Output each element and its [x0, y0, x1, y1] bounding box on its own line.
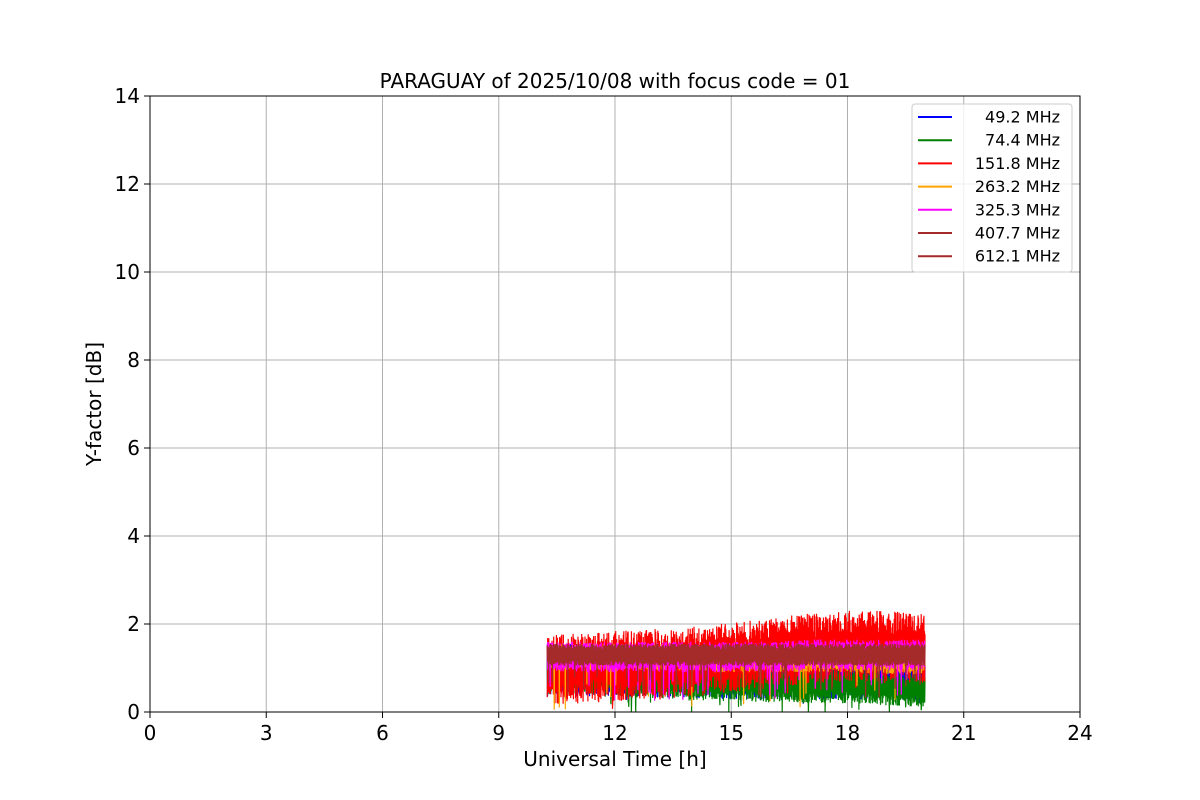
y-tick-label: 10: [115, 260, 140, 284]
x-axis-label: Universal Time [h]: [523, 747, 706, 771]
y-tick-label: 12: [115, 172, 140, 196]
y-tick-label: 2: [127, 612, 140, 636]
legend-label: 407.7 MHz: [975, 224, 1060, 243]
x-tick-label: 6: [376, 721, 389, 745]
series-lines: [546, 610, 926, 713]
y-axis-label: Y-factor [dB]: [82, 342, 106, 467]
y-tick-label: 14: [115, 84, 140, 108]
legend-box: [911, 103, 1073, 273]
legend-label: 151.8 MHz: [975, 154, 1060, 173]
legend-label: 325.3 MHz: [975, 200, 1060, 219]
series-line-612-1-mhz: [546, 643, 926, 690]
x-tick-label: 24: [1067, 721, 1092, 745]
x-tick-label: 3: [260, 721, 273, 745]
y-tick-label: 4: [127, 524, 140, 548]
x-tick-label: 12: [602, 721, 627, 745]
x-tick-label: 0: [144, 721, 157, 745]
x-tick-label: 21: [951, 721, 976, 745]
legend-label: 612.1 MHz: [975, 247, 1060, 266]
legend-label: 49.2 MHz: [975, 108, 1060, 127]
x-tick-label: 15: [719, 721, 744, 745]
y-tick-label: 0: [127, 700, 140, 724]
y-tick-label: 6: [127, 436, 140, 460]
legend: 49.2 MHz 74.4 MHz 151.8 MHz 263.2 MHz 325.3…: [911, 103, 1073, 273]
x-tick-label: 9: [492, 721, 505, 745]
legend-label: 263.2 MHz: [975, 177, 1060, 196]
chart-title: PARAGUAY of 2025/10/08 with focus code =…: [380, 69, 851, 93]
legend-label: 74.4 MHz: [975, 131, 1060, 150]
x-tick-label: 18: [835, 721, 860, 745]
y-tick-label: 8: [127, 348, 140, 372]
